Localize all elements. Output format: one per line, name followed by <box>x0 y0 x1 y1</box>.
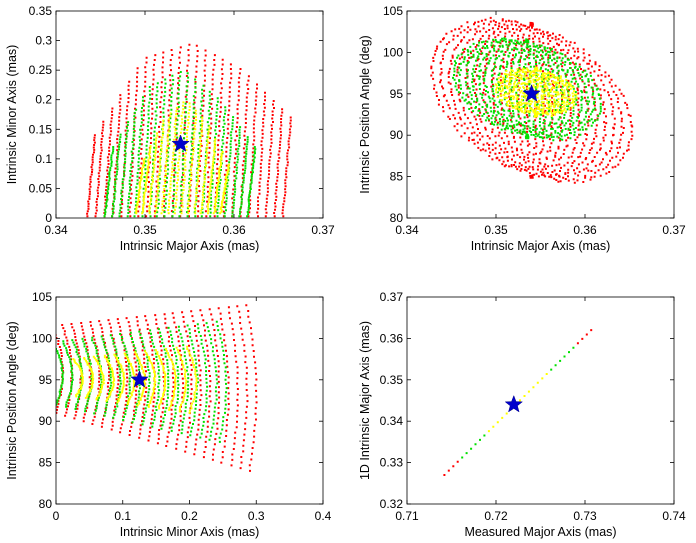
y-tick-label: 0.1 <box>35 152 52 166</box>
x-tick-label: 0.4 <box>315 509 332 523</box>
x-tick-label: 0.34 <box>395 223 419 237</box>
points-outer-region <box>86 43 292 218</box>
x-tick-label: 0.34 <box>44 223 68 237</box>
y-tick-label: 95 <box>39 373 53 387</box>
x-tick-label: 0.36 <box>573 223 597 237</box>
best-fit-star-icon <box>171 134 190 152</box>
y-tick-label: 0.05 <box>29 181 53 195</box>
x-axis-label: Measured Major Axis (mas) <box>464 525 616 539</box>
data-points <box>86 43 292 218</box>
y-tick-label: 85 <box>390 170 404 184</box>
y-tick-label: 90 <box>390 128 404 142</box>
data-points <box>443 329 593 476</box>
points-inner-region <box>135 101 230 215</box>
points-inner-region <box>487 373 548 433</box>
chart-panel-4: 0.71 0.72 0.73 0.74 0.32 0.33 0.34 0.35 0.36 0.37… <box>358 290 686 539</box>
x-tick-label: 0.37 <box>311 223 335 237</box>
points-mid-region <box>452 37 602 142</box>
points-inner-region <box>494 66 578 118</box>
chart-panel-2: 0.34 0.35 0.36 0.37 80 85 90 95 100 105 Intrinsic … <box>358 4 686 253</box>
x-tick-label: 0.3 <box>248 509 265 523</box>
y-tick-label: 0.34 <box>380 414 404 428</box>
y-axis-label: Intrinsic Position Angle (deg) <box>358 35 372 193</box>
points-outer-region <box>56 304 258 472</box>
best-fit-star-icon <box>522 84 541 102</box>
y-axis-label: 1D Intrinsic Major Axis (mas) <box>358 321 372 480</box>
x-tick-label: 0.73 <box>573 509 597 523</box>
y-tick-label: 0.35 <box>380 373 404 387</box>
y-tick-label: 0.15 <box>29 122 53 136</box>
points-outer-region <box>430 16 634 184</box>
y-tick-label: 0.36 <box>380 331 404 345</box>
y-tick-label: 80 <box>39 497 53 511</box>
y-tick-label: 105 <box>383 4 403 18</box>
y-tick-label: 0.25 <box>29 63 53 77</box>
chart-panel-1: 0.34 0.35 0.36 0.37 0 0.05 0.1 0.15 0.2 0.25 0.3 0.… <box>5 4 335 253</box>
x-axis-label: Intrinsic Major Axis (mas) <box>120 239 260 253</box>
y-tick-label: 0.33 <box>380 456 404 470</box>
y-tick-label: 90 <box>39 414 53 428</box>
x-axis-label: Intrinsic Major Axis (mas) <box>471 239 611 253</box>
y-tick-label: 0.35 <box>29 4 53 18</box>
y-tick-label: 0.3 <box>35 34 52 48</box>
x-tick-label: 0.36 <box>222 223 246 237</box>
y-axis-label: Intrinsic Position Angle (deg) <box>5 321 19 479</box>
x-tick-label: 0.1 <box>114 509 131 523</box>
x-tick-label: 0.71 <box>395 509 419 523</box>
y-tick-label: 105 <box>32 290 52 304</box>
x-tick-label: 0.74 <box>662 509 686 523</box>
y-tick-label: 85 <box>39 456 53 470</box>
data-points <box>430 16 634 184</box>
y-tick-label: 80 <box>390 211 404 225</box>
chart-panel-3: 0 0.1 0.2 0.3 0.4 80 85 90 95 100 105 Intrinsic Min… <box>5 290 332 539</box>
y-tick-label: 100 <box>32 331 52 345</box>
y-tick-label: 100 <box>383 45 403 59</box>
points-outer-region <box>443 329 593 476</box>
y-tick-label: 0.37 <box>380 290 404 304</box>
x-tick-label: 0.35 <box>133 223 157 237</box>
x-tick-label: 0.35 <box>484 223 508 237</box>
axes-box <box>55 10 324 219</box>
x-tick-label: 0.2 <box>181 509 198 523</box>
axes-box <box>406 10 675 219</box>
x-tick-label: 0.72 <box>484 509 508 523</box>
y-tick-label: 0.32 <box>380 497 404 511</box>
y-tick-label: 0.2 <box>35 93 52 107</box>
y-axis-label: Intrinsic Minor Axis (mas) <box>5 45 19 185</box>
x-axis-label: Intrinsic Minor Axis (mas) <box>120 525 260 539</box>
points-mid-region <box>103 71 257 218</box>
y-tick-label: 95 <box>390 87 404 101</box>
x-tick-label: 0 <box>53 509 60 523</box>
y-tick-label: 0 <box>45 211 52 225</box>
best-fit-star-icon <box>130 370 149 388</box>
axes-box <box>406 296 675 505</box>
best-fit-star-icon <box>504 394 524 413</box>
x-tick-label: 0.37 <box>662 223 686 237</box>
